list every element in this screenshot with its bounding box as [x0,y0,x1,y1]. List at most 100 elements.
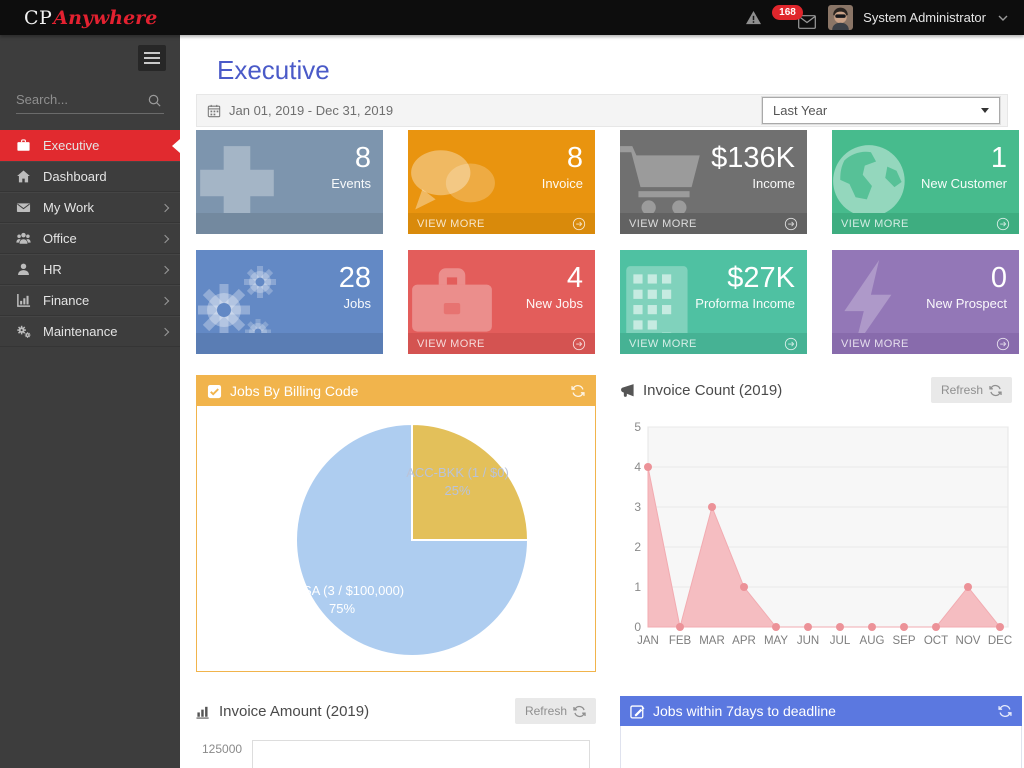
panel-body [620,726,1022,768]
pie-slice[interactable] [411,422,530,541]
arrow-circle-icon [996,217,1010,231]
tile-value: 0 [990,262,1007,294]
tile-new-customer: 1 New Customer VIEW MORE [832,130,1019,234]
data-point[interactable] [836,623,844,631]
date-range-bar: Jan 01, 2019 - Dec 31, 2019 Last Year [196,94,1008,127]
search-icon[interactable] [147,93,162,108]
sidebar-item-dashboard[interactable]: Dashboard [0,161,180,192]
view-more-link[interactable] [196,213,383,234]
pie-slice-label: ACC-BKK (1 / $0) 25% [406,465,509,499]
chevron-right-icon [160,296,170,305]
panel-title: Jobs By Billing Code [230,383,359,399]
y-axis-tick-label: 3 [634,500,641,514]
briefcase-icon [408,258,500,350]
refresh-icon[interactable] [571,384,585,398]
view-more-link[interactable]: VIEW MORE [832,333,1019,354]
tile-label: New Customer [921,176,1007,192]
sidebar-item-office[interactable]: Office [0,223,180,254]
data-point[interactable] [708,503,716,511]
chevron-down-icon[interactable] [998,15,1008,21]
data-point[interactable] [772,623,780,631]
invoice-count-panel: Invoice Count (2019) Refresh 0 1 2 3 4 5 JAN FE… [620,375,1012,672]
pie-slice[interactable] [295,422,530,657]
arrow-circle-icon [572,337,586,351]
arrow-circle-icon [996,337,1010,351]
refresh-button[interactable]: Refresh [930,377,1012,403]
tile-value: 28 [338,262,371,294]
sidebar-item-executive[interactable]: Executive [0,130,180,161]
data-point[interactable] [900,623,908,631]
arrow-circle-icon [784,337,798,351]
sidebar-item-label: My Work [43,200,95,215]
tile-label: Events [331,176,371,192]
billing-pie-svg[interactable] [197,406,595,671]
tile-new-prospect: 0 New Prospect VIEW MORE [832,250,1019,354]
data-point[interactable] [740,583,748,591]
bolt-icon [832,258,920,350]
gears-icon [196,258,292,354]
view-more-link[interactable]: VIEW MORE [620,213,807,234]
data-point[interactable] [804,623,812,631]
app-logo[interactable]: CPAnywhere [0,7,180,29]
tile-value: 1 [990,142,1007,174]
pie-slice-label: UD-SA (3 / $100,000) 75% [279,583,405,617]
sidebar-item-my-work[interactable]: My Work [0,192,180,223]
sidebar-item-finance[interactable]: Finance [0,285,180,316]
globe-icon [832,138,920,230]
sidebar-item-maintenance[interactable]: Maintenance [0,316,180,347]
data-point[interactable] [868,623,876,631]
y-axis-tick-label: 4 [634,460,641,474]
period-select-value: Last Year [773,103,828,118]
sidebar-item-label: HR [43,262,62,277]
y-axis-tick-label: 125000 [202,742,243,756]
tile-value: 8 [354,142,371,174]
search-input[interactable] [16,87,164,114]
view-more-link[interactable]: VIEW MORE [832,213,1019,234]
user-menu[interactable]: System Administrator [863,10,986,25]
refresh-icon[interactable] [998,704,1012,718]
arrow-circle-icon [572,217,586,231]
tile-invoice: 8 Invoice VIEW MORE [408,130,595,234]
cart-icon [620,138,712,230]
x-axis-tick-label: JAN [637,635,659,647]
panel-title: Jobs within 7days to deadline [653,703,836,719]
panel-title-row: Invoice Amount (2019) Refresh [196,696,596,726]
messages-icon[interactable]: 168 [772,4,818,31]
user-icon [15,262,32,277]
view-more-link[interactable]: VIEW MORE [408,213,595,234]
data-point[interactable] [676,623,684,631]
sidebar: Executive Dashboard My Work O [0,35,180,768]
tile-value: $136K [711,142,795,174]
tile-label: New Jobs [525,296,583,312]
topbar-actions: 168 System Administrator [745,4,1024,31]
view-more-link[interactable]: VIEW MORE [408,333,595,354]
x-axis-tick-label: NOV [956,635,981,647]
data-point[interactable] [644,463,652,471]
select-caret-icon [981,108,989,113]
alert-triangle-icon[interactable] [745,10,762,25]
data-point[interactable] [932,623,940,631]
view-more-link[interactable]: VIEW MORE [620,333,807,354]
pencil-square-icon [630,704,645,719]
invoice-count-plot[interactable]: 0 1 2 3 4 5 JAN FEB MAR APR MAY JUN JUL AUG SEP OCT NOV D… [620,417,1012,657]
plus-icon [196,138,284,230]
view-more-link[interactable] [196,333,383,354]
briefcase-icon [15,138,32,153]
data-point[interactable] [996,623,1004,631]
date-range-text: Jan 01, 2019 - Dec 31, 2019 [229,103,394,118]
period-select[interactable]: Last Year [761,96,1001,125]
y-axis-tick-label: 1 [634,580,641,594]
mail-icon [15,200,32,215]
chevron-right-icon [160,203,170,212]
sidebar-item-hr[interactable]: HR [0,254,180,285]
data-point[interactable] [964,583,972,591]
tile-label: Income [752,176,795,192]
avatar[interactable] [828,5,854,30]
refresh-button[interactable]: Refresh [514,698,596,724]
sidebar-item-label: Executive [43,138,100,153]
bar-chart-icon [15,293,32,308]
tile-events: 8 Events [196,130,383,234]
sidebar-toggle-button[interactable] [138,45,166,71]
users-icon [15,231,32,246]
comments-icon [408,138,500,230]
